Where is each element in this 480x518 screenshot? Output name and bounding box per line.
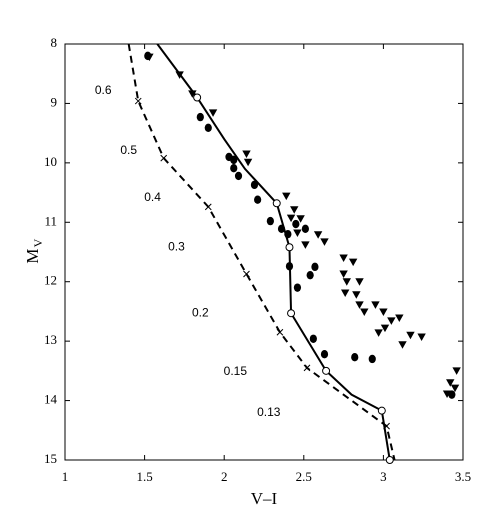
mass-annotation: 0.2 <box>192 305 209 319</box>
filled-circle-marker <box>309 334 317 343</box>
mass-annotation: 0.3 <box>168 239 185 253</box>
mass-annotation: 0.5 <box>120 143 137 157</box>
y-axis-label-subscript: V <box>31 238 45 247</box>
triangle-marker <box>352 291 361 299</box>
triangle-marker <box>282 192 291 201</box>
x-tick-label: 1.5 <box>136 469 152 484</box>
triangle-marker <box>442 390 452 399</box>
y-axis-label-group: M V <box>23 238 45 263</box>
filled-circle-marker <box>301 224 309 234</box>
filled-circle-marker <box>250 180 259 190</box>
y-tick-label: 12 <box>44 273 57 288</box>
triangle-marker <box>348 258 358 267</box>
y-tick-label: 13 <box>44 332 57 347</box>
triangle-marker <box>395 314 404 322</box>
y-tick-label: 14 <box>44 392 58 407</box>
cross-marker <box>160 154 168 162</box>
triangle-marker <box>374 329 383 337</box>
triangle-marker <box>417 333 426 341</box>
y-tick-label: 15 <box>44 451 57 466</box>
x-tick-label: 2.5 <box>296 469 312 484</box>
triangle-marker <box>452 367 461 375</box>
triangle-marker <box>301 241 310 249</box>
triangle-marker <box>208 109 218 117</box>
y-tick-label: 9 <box>51 94 58 109</box>
triangle-marker <box>320 238 329 246</box>
x-axis-label: V–I <box>251 489 278 508</box>
triangle-marker <box>406 331 415 340</box>
triangle-marker <box>243 158 253 167</box>
filled-circle-marker <box>351 352 359 362</box>
triangle-marker <box>379 308 388 317</box>
triangle-marker <box>293 229 302 237</box>
open-circle-marker <box>193 93 202 102</box>
triangle-marker <box>175 71 184 79</box>
triangle-marker <box>360 308 369 317</box>
triangle-marker <box>188 90 197 98</box>
triangle-marker <box>290 206 299 214</box>
open-circle-marker <box>385 456 394 464</box>
triangle-marker <box>286 214 296 223</box>
cross-marker <box>383 422 390 430</box>
triangle-marker <box>387 317 396 325</box>
triangle-marker <box>446 379 455 387</box>
open-circle-marker <box>377 406 386 415</box>
mass-annotation: 0.6 <box>95 83 112 97</box>
plot-frame <box>64 43 464 461</box>
filled-circle-marker <box>204 123 212 132</box>
y-tick-label: 11 <box>44 213 57 228</box>
open-circle-marker <box>272 199 281 208</box>
triangle-marker <box>339 254 348 262</box>
x-tick-label: 3 <box>380 469 387 484</box>
triangle-marker <box>380 324 390 333</box>
filled-circle-marker <box>285 262 294 271</box>
filled-circle-marker <box>292 219 300 229</box>
triangle-marker <box>355 301 364 309</box>
filled-circle-marker <box>368 354 376 364</box>
filled-circle-marker <box>254 195 262 204</box>
triangle-marker <box>450 384 460 393</box>
y-tick-label: 10 <box>44 154 57 169</box>
triangle-marker <box>339 270 348 278</box>
cross-marker <box>134 97 142 105</box>
triangle-marker <box>145 53 154 62</box>
cross-marker <box>243 270 250 278</box>
mass-annotation: 0.13 <box>257 405 281 419</box>
mass-annotation: 0.4 <box>144 190 161 204</box>
filled-circle-marker <box>284 229 292 239</box>
cross-marker <box>276 328 284 336</box>
triangle-marker <box>296 215 305 223</box>
triangle-marker <box>242 150 251 158</box>
filled-circle-marker <box>320 350 329 359</box>
y-axis-label: M <box>23 248 42 263</box>
filled-circle-marker <box>311 262 319 272</box>
triangle-marker <box>340 289 350 298</box>
x-tick-label: 3.5 <box>455 469 471 484</box>
open-circle-marker <box>322 366 331 375</box>
cross-marker <box>303 364 311 372</box>
open-circle-marker <box>287 309 296 318</box>
curve <box>156 44 391 460</box>
mass-annotation: 0.15 <box>224 364 248 378</box>
filled-circle-marker <box>266 216 274 226</box>
triangle-marker <box>313 231 323 239</box>
filled-circle-marker <box>277 224 286 234</box>
filled-circle-marker <box>293 283 302 292</box>
triangle-marker <box>398 341 407 349</box>
cross-marker <box>204 203 212 211</box>
triangle-marker <box>371 301 380 309</box>
filled-circle-marker <box>234 171 243 181</box>
filled-circle-marker <box>196 112 204 122</box>
filled-circle-marker <box>230 164 238 173</box>
triangle-marker <box>355 278 364 286</box>
triangle-marker <box>342 278 351 286</box>
x-tick-label: 2 <box>221 469 228 484</box>
curve <box>127 44 396 460</box>
filled-circle-marker <box>230 155 238 165</box>
filled-circle-marker <box>306 270 314 280</box>
x-tick-label: 1 <box>62 469 69 484</box>
y-tick-label: 8 <box>51 35 58 50</box>
open-circle-marker <box>285 243 294 252</box>
